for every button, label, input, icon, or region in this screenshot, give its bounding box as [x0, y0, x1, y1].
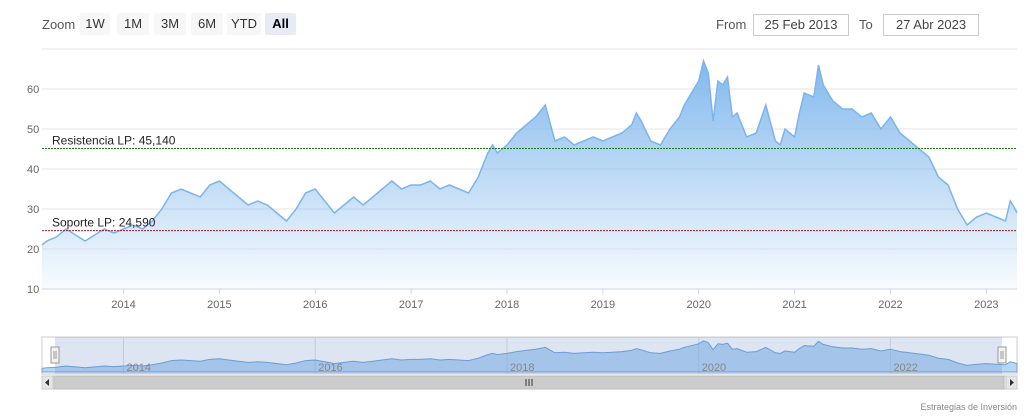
navigator-selection [55, 337, 1002, 374]
zoom-button-1m[interactable]: 1M [117, 13, 149, 35]
plot-lines: Resistencia LP: 45,140 Soporte LP: 24,590 [42, 133, 1017, 232]
scroll-left-arrow-icon [45, 379, 49, 386]
scrollbar-grip-icon [525, 379, 533, 386]
scroll-right-arrow-icon [1010, 379, 1014, 386]
y-tick-label: 20 [27, 244, 39, 256]
y-tick-label: 50 [27, 124, 39, 136]
series-area [42, 61, 1017, 289]
to-date-input[interactable]: 27 Abr 2023 [883, 14, 979, 36]
chart-credit[interactable]: Estrategias de Inversión [920, 402, 1017, 412]
zoom-button-3m[interactable]: 3M [154, 13, 186, 35]
y-tick-label: 40 [27, 164, 39, 176]
plot-line-label: Soporte LP: 24,590 [52, 216, 156, 230]
navigator-tick-label: 2022 [893, 362, 917, 374]
navigator-handle-right[interactable] [997, 346, 1007, 364]
y-tick-label: 60 [27, 84, 39, 96]
x-tick-label: 2020 [686, 299, 710, 311]
x-tick-label: 2017 [399, 299, 423, 311]
series-line [41, 58, 1018, 246]
navigator-handle-left[interactable] [50, 346, 60, 364]
x-tick-label: 2014 [111, 299, 135, 311]
x-tick-label: 2018 [495, 299, 519, 311]
y-axis-labels: 10 20 30 40 50 60 [27, 84, 39, 296]
from-label: From [716, 17, 747, 32]
from-date-input[interactable]: 25 Feb 2013 [753, 14, 849, 36]
zoom-label: Zoom [42, 17, 76, 32]
x-axis-labels: 2014 2015 2016 2017 2018 2019 2020 2021 2022 2023 [111, 289, 999, 311]
x-tick-label: 2021 [782, 299, 806, 311]
navigator-tick-label: 2016 [318, 362, 342, 374]
navigator-tick-label: 2018 [510, 362, 534, 374]
to-label: To [859, 17, 873, 32]
navigator-series [41, 340, 1018, 373]
plot-line-label: Resistencia LP: 45,140 [52, 133, 176, 147]
x-tick-label: 2019 [591, 299, 615, 311]
y-tick-label: 10 [27, 284, 39, 296]
zoom-button-ytd[interactable]: YTD [227, 13, 261, 35]
navigator-tick-label: 2020 [702, 362, 726, 374]
x-tick-label: 2016 [303, 299, 327, 311]
x-tick-label: 2023 [974, 299, 998, 311]
x-tick-label: 2015 [207, 299, 231, 311]
y-tick-label: 30 [27, 204, 39, 216]
zoom-button-1w[interactable]: 1W [80, 13, 110, 35]
zoom-button-6m[interactable]: 6M [191, 13, 223, 35]
navigator-labels: 2014 2016 2018 2020 2022 [126, 362, 917, 374]
navigator-tick-label: 2014 [126, 362, 150, 374]
x-tick-label: 2022 [878, 299, 902, 311]
zoom-button-all[interactable]: All [265, 13, 296, 35]
